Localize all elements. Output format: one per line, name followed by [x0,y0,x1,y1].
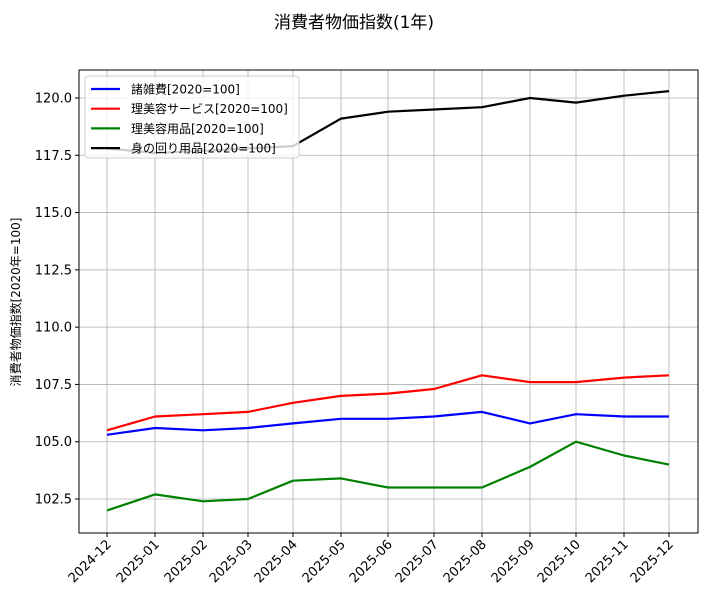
x-tick-label: 2025-06 [347,537,396,586]
y-tick-label: 120.0 [35,92,72,107]
legend-label: 諸雑費[2020=100] [131,82,240,97]
legend-label: 理美容用品[2020=100] [131,121,264,136]
y-tick-label: 115.0 [35,206,72,221]
y-tick-label: 107.5 [35,378,72,393]
series-line-1 [106,374,670,432]
data-series [106,90,670,512]
legend-box [84,75,300,159]
series-line-0 [106,410,669,436]
y-tick-label: 117.5 [35,149,72,164]
y-axis-label: 消費者物価指数[2020年=100] [8,218,23,387]
series-line-2 [106,440,670,512]
y-tick-label: 102.5 [35,493,72,508]
x-tick-label: 2025-07 [393,537,442,586]
x-tick-label: 2025-02 [162,537,211,586]
legend-label: 身の回り用品[2020=100] [131,141,276,156]
x-tick-label: 2025-09 [489,537,538,586]
x-tick-label: 2024-12 [66,537,115,586]
legend-label: 理美容サービス[2020=100] [131,101,288,116]
x-tick-label: 2025-04 [252,537,301,586]
x-tick-label: 2025-03 [207,537,256,586]
x-tick-label: 2025-05 [300,537,349,586]
x-axis: 2024-122025-012025-022025-032025-042025-… [66,533,677,586]
x-tick-label: 2025-10 [535,537,584,586]
y-axis: 102.5 105.0 107.5 110.0 112.5 115.0 117.5 120.0 [35,92,79,508]
x-tick-label: 2025-11 [583,537,632,586]
x-tick-label: 2025-12 [628,537,677,586]
y-tick-label: 112.5 [35,263,72,278]
y-tick-label: 110.0 [35,321,72,336]
x-tick-label: 2025-08 [441,537,490,586]
x-tick-label: 2025-01 [114,537,163,586]
chart-title: 消費者物価指数(1年) [273,13,435,33]
legend: 諸雑費[2020=100] 理美容サービス[2020=100] 理美容用品[2020… [84,75,300,159]
y-tick-label: 105.0 [35,435,72,450]
